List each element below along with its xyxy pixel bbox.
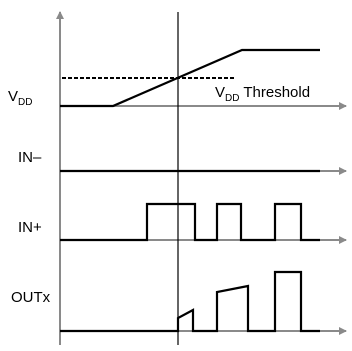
vdd-threshold-label: VDD Threshold: [215, 84, 310, 104]
vdd-waveform: [60, 48, 320, 108]
in-plus-label: IN+: [18, 219, 42, 236]
vdd-label: VDD: [8, 88, 32, 108]
outx-waveform: [60, 270, 320, 333]
outx-label: OUTx: [11, 289, 51, 306]
in-minus-label: IN–: [18, 149, 42, 166]
in-plus-waveform: [60, 202, 320, 242]
